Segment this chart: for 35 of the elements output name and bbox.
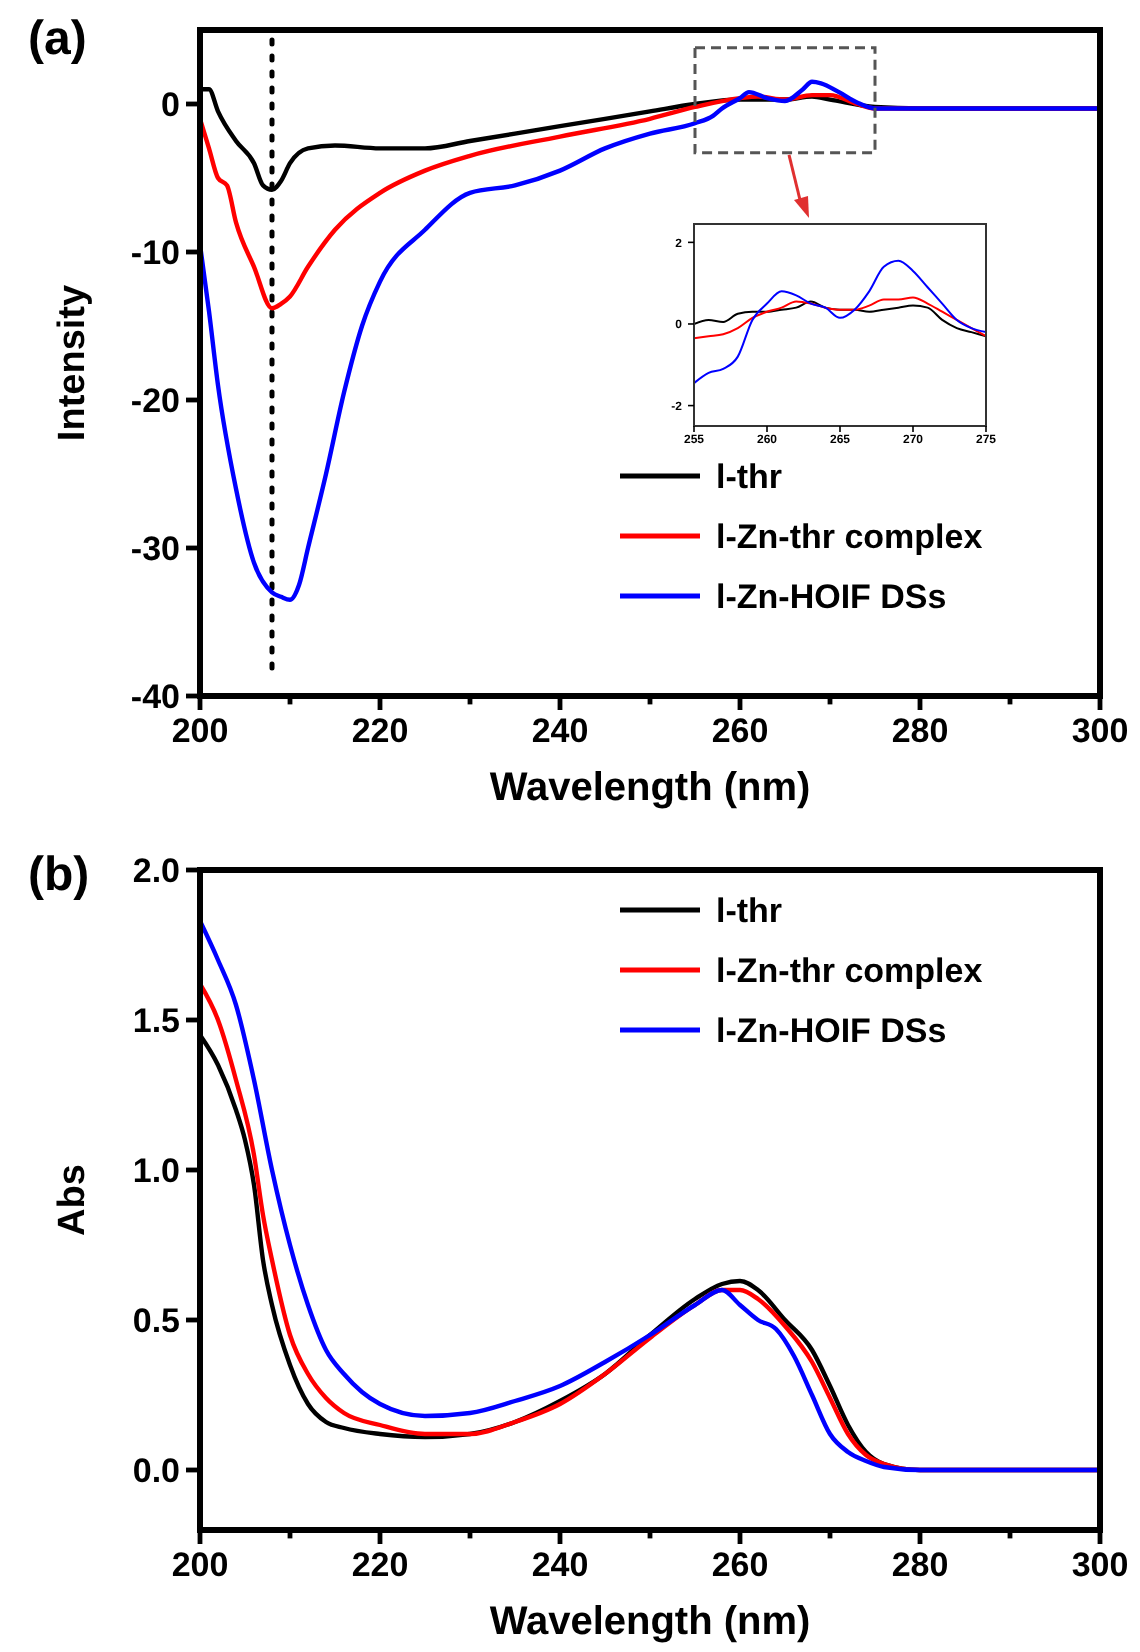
y-tick-label: -40 — [130, 677, 180, 716]
legend-label: l-Zn-HOIF DSs — [716, 577, 947, 616]
x-axis-title: Wavelength (nm) — [489, 1600, 811, 1644]
y-axis-title: Abs — [52, 1164, 94, 1236]
x-tick-label: 300 — [1071, 1546, 1129, 1585]
legend-label: l-Zn-thr complex — [716, 951, 984, 990]
x-tick-label: 280 — [891, 1546, 949, 1585]
y-axis-title: Intensity — [52, 284, 94, 442]
x-tick-label: 200 — [171, 1546, 229, 1585]
x-tick-label: 280 — [891, 712, 949, 751]
x-tick-label: 300 — [1071, 712, 1129, 751]
x-tick-label: 240 — [531, 712, 589, 751]
legend-label: l-thr — [716, 891, 783, 930]
x-tick-label: 200 — [171, 712, 229, 751]
x-tick-label: 220 — [351, 712, 409, 751]
legend-label: l-Zn-thr complex — [716, 517, 984, 556]
legend-label: l-Zn-HOIF DSs — [716, 1011, 947, 1050]
legend-label: l-thr — [716, 457, 783, 496]
x-tick-label: 260 — [711, 712, 769, 751]
x-tick-label: 240 — [531, 1546, 589, 1585]
y-tick-label: 0 — [161, 85, 180, 124]
x-tick-label: 220 — [351, 1546, 409, 1585]
x-tick-label: 260 — [711, 1546, 769, 1585]
y-tick-label: 2.0 — [132, 851, 180, 890]
y-tick-label: 1.0 — [132, 1151, 180, 1190]
chart-title: (a) — [28, 12, 87, 66]
chart-title: (b) — [28, 848, 90, 902]
y-tick-label: -20 — [130, 381, 180, 420]
line-series — [694, 259, 986, 385]
y-tick-label: -30 — [130, 529, 180, 568]
x-axis-title: Wavelength (nm) — [489, 766, 811, 810]
y-tick-label: 1.5 — [132, 1001, 180, 1040]
y-tick-label: 0.5 — [132, 1301, 180, 1340]
y-tick-label: 0.0 — [132, 1451, 180, 1490]
y-tick-label: -10 — [130, 233, 180, 272]
